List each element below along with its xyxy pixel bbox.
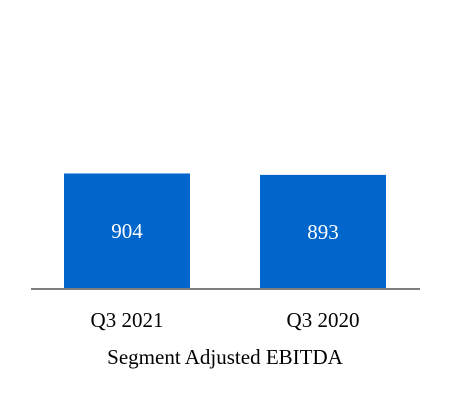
bar-0 [64, 173, 190, 289]
x-axis-label: Segment Adjusted EBITDA [107, 345, 343, 369]
x-tick-label-1: Q3 2020 [287, 308, 360, 332]
bar-1 [260, 174, 386, 289]
bars-layer [64, 173, 386, 289]
data-label-0: 904 [111, 219, 143, 243]
x-tick-label-0: Q3 2021 [91, 308, 164, 332]
data-label-1: 893 [307, 220, 339, 244]
data-labels-layer: 904 893 [111, 219, 339, 244]
x-tick-labels-layer: Q3 2021 Q3 2020 [91, 308, 360, 332]
